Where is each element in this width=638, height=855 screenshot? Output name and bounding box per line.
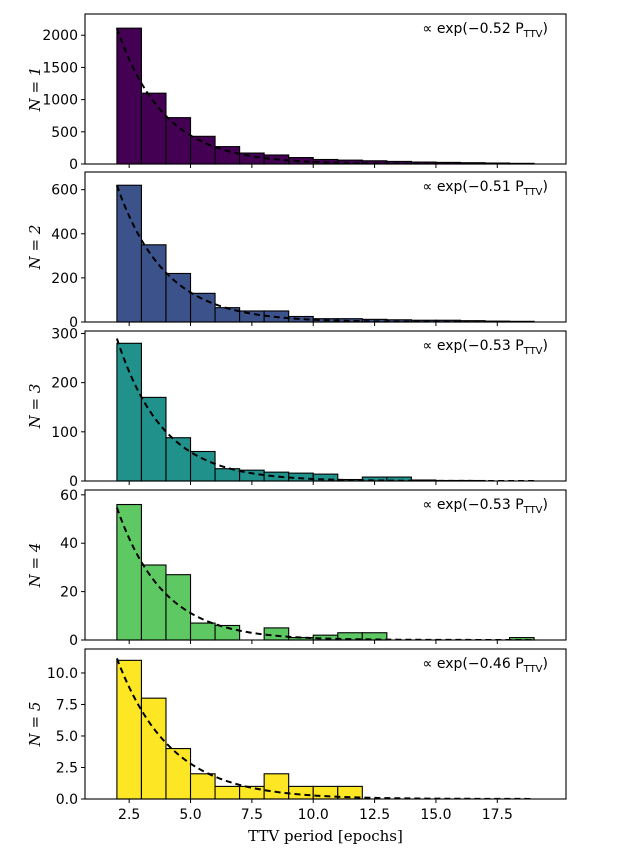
histogram-bar xyxy=(191,774,216,799)
histogram-bar xyxy=(166,273,191,322)
x-tick-label: 12.5 xyxy=(359,807,390,823)
histogram-bar xyxy=(141,245,166,322)
histogram-bar xyxy=(166,749,191,799)
fit-annotation-close: ) xyxy=(543,497,548,513)
y-axis-label: N = 1 xyxy=(26,67,44,113)
y-axis-label: N = 2 xyxy=(26,225,44,271)
histogram-bar xyxy=(191,623,216,640)
x-tick-label: 15.0 xyxy=(420,807,451,823)
histogram-bar xyxy=(191,451,216,481)
fit-annotation-main: ∝ exp(−0.52 P xyxy=(422,21,523,37)
y-tick-label: 0 xyxy=(69,633,78,649)
fit-annotation-subscript: TTV xyxy=(523,346,543,357)
y-tick-label: 10.0 xyxy=(47,666,78,682)
histogram-bar xyxy=(117,343,142,481)
histogram-bar xyxy=(191,293,216,322)
histogram-bar xyxy=(240,153,265,164)
y-tick-label: 2000 xyxy=(42,28,78,44)
fit-annotation-close: ) xyxy=(543,179,548,195)
y-tick-label: 200 xyxy=(51,376,78,392)
y-tick-label: 300 xyxy=(51,326,78,342)
fit-annotation-main: ∝ exp(−0.53 P xyxy=(422,338,523,354)
histogram-bar xyxy=(264,472,289,481)
y-tick-label: 2.5 xyxy=(56,760,78,776)
fit-annotation: ∝ exp(−0.53 PTTV) xyxy=(422,497,548,516)
histogram-bar xyxy=(215,786,240,799)
x-tick-label: 10.0 xyxy=(298,807,329,823)
x-tick-label: 5.0 xyxy=(179,807,201,823)
x-tick-label: 17.5 xyxy=(482,807,513,823)
fit-annotation-subscript: TTV xyxy=(523,29,543,40)
fit-annotation: ∝ exp(−0.46 PTTV) xyxy=(422,656,548,675)
histogram-bar xyxy=(191,136,216,164)
fit-annotation-main: ∝ exp(−0.53 P xyxy=(422,497,523,513)
fit-annotation-close: ) xyxy=(543,656,548,672)
histogram-bar xyxy=(215,469,240,481)
fit-annotation-close: ) xyxy=(543,338,548,354)
fit-annotation-subscript: TTV xyxy=(523,664,543,675)
histogram-bar xyxy=(166,118,191,164)
y-tick-label: 40 xyxy=(60,536,78,552)
histogram-bar xyxy=(117,185,142,322)
y-axis-label: N = 5 xyxy=(26,702,44,748)
histogram-bar xyxy=(264,774,289,799)
fit-annotation-subscript: TTV xyxy=(523,187,543,198)
histogram-bar xyxy=(166,575,191,640)
fit-annotation: ∝ exp(−0.53 PTTV) xyxy=(422,338,548,357)
histogram-bar xyxy=(117,28,142,164)
y-tick-label: 0 xyxy=(69,157,78,173)
y-axis-label: N = 3 xyxy=(26,384,44,430)
x-tick-label: 7.5 xyxy=(241,807,263,823)
y-tick-label: 7.5 xyxy=(56,697,78,713)
y-tick-label: 1500 xyxy=(42,60,78,76)
histogram-bar xyxy=(141,565,166,640)
fit-annotation-subscript: TTV xyxy=(523,505,543,516)
y-axis-label: N = 4 xyxy=(26,543,44,589)
y-tick-label: 1000 xyxy=(42,93,78,109)
fit-annotation: ∝ exp(−0.51 PTTV) xyxy=(422,179,548,198)
histogram-bar xyxy=(117,660,142,799)
fit-annotation-close: ) xyxy=(543,21,548,37)
histogram-bar xyxy=(289,786,314,799)
y-tick-label: 5.0 xyxy=(56,729,78,745)
panel-1: 0 500 1000 1500 2000 N = 1 ∝ exp(−0.52 PTTV) xyxy=(26,14,566,173)
y-tick-label: 0.0 xyxy=(56,792,78,808)
fit-annotation: ∝ exp(−0.52 PTTV) xyxy=(422,21,548,40)
y-tick-label: 100 xyxy=(51,425,78,441)
y-tick-label: 500 xyxy=(51,125,78,141)
fit-annotation-main: ∝ exp(−0.51 P xyxy=(422,179,523,195)
x-tick-label: 2.5 xyxy=(118,807,140,823)
x-axis-label: TTV period [epochs] xyxy=(248,827,403,845)
y-tick-label: 600 xyxy=(51,183,78,199)
panel-5: 0.0 2.5 5.0 7.5 10.0 2.5 5.0 7.5 10.0 12.5 15.0 17.… xyxy=(26,649,566,823)
histogram-bar xyxy=(240,311,265,322)
histogram-bar xyxy=(141,698,166,799)
fit-annotation-main: ∝ exp(−0.46 P xyxy=(422,656,523,672)
panel-4: 0 20 40 60 N = 4 ∝ exp(−0.53 PTTV) xyxy=(26,488,566,649)
y-tick-label: 200 xyxy=(51,271,78,287)
histogram-bar xyxy=(117,505,142,640)
histogram-bar xyxy=(141,397,166,481)
histogram-bar xyxy=(141,93,166,164)
histogram-bar xyxy=(240,786,265,799)
y-tick-label: 400 xyxy=(51,227,78,243)
y-tick-label: 60 xyxy=(60,488,78,504)
y-tick-label: 20 xyxy=(60,585,78,601)
